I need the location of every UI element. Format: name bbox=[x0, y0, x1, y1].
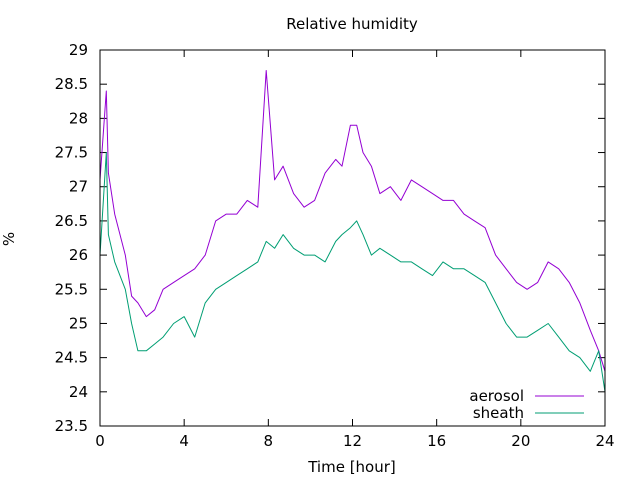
series-lines bbox=[99, 70, 606, 392]
x-tick-label: 20 bbox=[511, 432, 530, 450]
y-tick-label: 29 bbox=[69, 41, 88, 59]
y-tick-label: 27.5 bbox=[55, 144, 88, 162]
y-tick-label: 25 bbox=[69, 314, 88, 332]
y-tick-label: 24.5 bbox=[55, 349, 88, 367]
y-tick-label: 28.5 bbox=[55, 75, 88, 93]
y-tick-label: 26.5 bbox=[55, 212, 88, 230]
axis-ticks: 23.5 24 24.5 25 25.5 26 26.5 27 27.5 28 28.5 29 0 4 8 1… bbox=[55, 41, 615, 450]
x-axis-label: Time [hour] bbox=[307, 458, 396, 476]
x-tick-label: 24 bbox=[595, 432, 614, 450]
series-line-aerosol bbox=[99, 70, 606, 372]
y-tick-label: 24 bbox=[69, 383, 88, 401]
y-tick-label: 28 bbox=[69, 109, 88, 127]
chart-title: Relative humidity bbox=[286, 15, 418, 33]
series-line-sheath bbox=[99, 152, 606, 392]
y-tick-label: 27 bbox=[69, 178, 88, 196]
y-tick-label: 25.5 bbox=[55, 280, 88, 298]
x-tick-label: 16 bbox=[427, 432, 446, 450]
y-axis-label: % bbox=[0, 232, 18, 246]
legend-label-sheath: sheath bbox=[473, 404, 524, 422]
x-tick-label: 0 bbox=[95, 432, 105, 450]
x-tick-label: 4 bbox=[179, 432, 189, 450]
y-tick-label: 23.5 bbox=[55, 417, 88, 435]
legend-label-aerosol: aerosol bbox=[469, 387, 524, 405]
x-tick-label: 12 bbox=[343, 432, 362, 450]
plot-frame bbox=[99, 49, 606, 427]
y-tick-label: 26 bbox=[69, 246, 88, 264]
x-tick-label: 8 bbox=[264, 432, 274, 450]
